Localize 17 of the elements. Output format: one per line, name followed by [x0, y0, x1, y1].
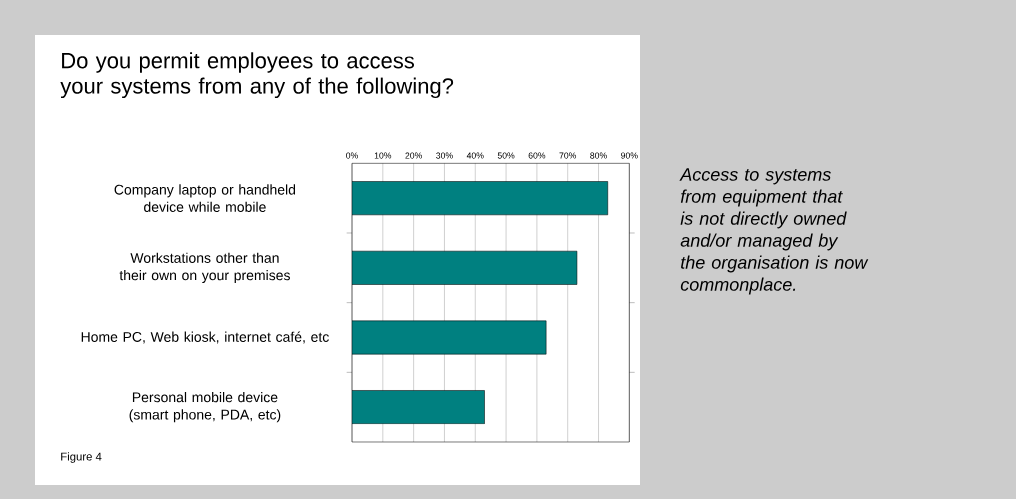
x-tick-label: 10%: [374, 152, 392, 159]
y-tick-label: Home PC, Web kiosk, internet café, etc: [81, 331, 329, 344]
y-tick-label: Workstations other than their own on your premises: [119, 252, 290, 284]
y-tick-label: Company laptop or handheld device while mobile: [114, 184, 296, 212]
x-tick-label: 50%: [497, 152, 515, 159]
x-tick-label: 30%: [436, 152, 453, 159]
caption: Figure 4: [61, 452, 102, 463]
chart-title: Do you permit employees to access your systems from any of the following?: [60, 52, 454, 99]
text: Access to systems from equipment that is not directly owned and/or managed by the organisation is now commonplace.: [679, 168, 869, 295]
x-tick-label: 0%: [346, 152, 358, 159]
x-tick-label: 90%: [621, 152, 638, 159]
x-tick-label: 60%: [528, 152, 546, 159]
y-tick-label: Personal mobile device (smart phone, PDA, etc): [129, 391, 281, 423]
x-tick-label: 70%: [559, 152, 577, 159]
x-tick-label: 40%: [466, 152, 484, 159]
x-tick-label: 20%: [405, 152, 422, 159]
x-tick-label: 80%: [590, 152, 607, 159]
